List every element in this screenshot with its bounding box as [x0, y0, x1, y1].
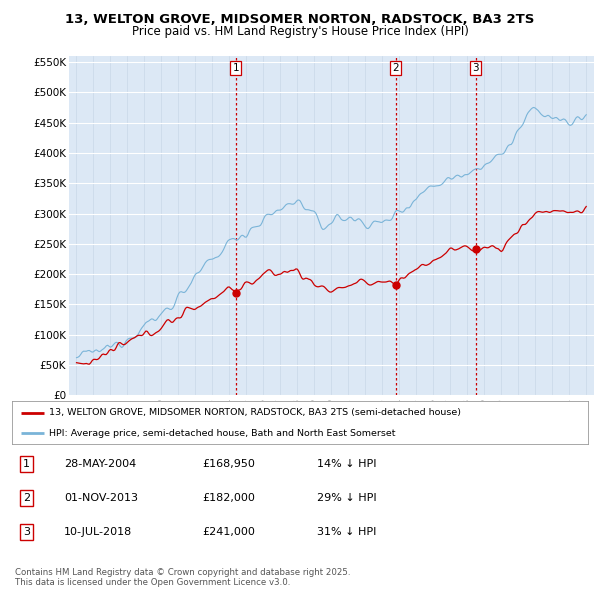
Text: 2: 2 [392, 63, 399, 73]
Text: 2: 2 [23, 493, 30, 503]
Text: £182,000: £182,000 [202, 493, 255, 503]
Text: 13, WELTON GROVE, MIDSOMER NORTON, RADSTOCK, BA3 2TS: 13, WELTON GROVE, MIDSOMER NORTON, RADST… [65, 13, 535, 26]
Text: 28-MAY-2004: 28-MAY-2004 [64, 459, 136, 468]
Text: 31% ↓ HPI: 31% ↓ HPI [317, 527, 377, 537]
Text: 3: 3 [23, 527, 30, 537]
Text: £241,000: £241,000 [202, 527, 255, 537]
Text: 01-NOV-2013: 01-NOV-2013 [64, 493, 138, 503]
Text: 14% ↓ HPI: 14% ↓ HPI [317, 459, 377, 468]
Text: 13, WELTON GROVE, MIDSOMER NORTON, RADSTOCK, BA3 2TS (semi-detached house): 13, WELTON GROVE, MIDSOMER NORTON, RADST… [49, 408, 461, 417]
Text: 10-JUL-2018: 10-JUL-2018 [64, 527, 132, 537]
Text: Contains HM Land Registry data © Crown copyright and database right 2025.
This d: Contains HM Land Registry data © Crown c… [15, 568, 350, 587]
Text: £168,950: £168,950 [202, 459, 255, 468]
Text: 1: 1 [232, 63, 239, 73]
Text: 3: 3 [472, 63, 479, 73]
Text: HPI: Average price, semi-detached house, Bath and North East Somerset: HPI: Average price, semi-detached house,… [49, 428, 396, 438]
Text: 1: 1 [23, 459, 30, 468]
Text: Price paid vs. HM Land Registry's House Price Index (HPI): Price paid vs. HM Land Registry's House … [131, 25, 469, 38]
Text: 29% ↓ HPI: 29% ↓ HPI [317, 493, 377, 503]
